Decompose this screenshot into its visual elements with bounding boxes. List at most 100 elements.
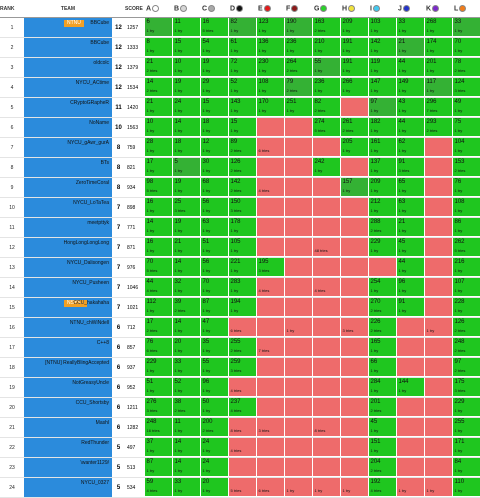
problem-cell[interactable] (340, 158, 368, 178)
problem-cell[interactable] (312, 398, 340, 418)
rank-header[interactable]: RANK (0, 0, 24, 18)
team-name[interactable]: BBCube (90, 20, 109, 26)
team-cell[interactable]: NoName (24, 118, 112, 138)
team-name[interactable]: NYCU_0327 (81, 480, 109, 486)
team-name[interactable]: CCU_Shortsby (76, 400, 109, 406)
problem-cell[interactable] (340, 418, 368, 438)
problem-c-header[interactable]: C (200, 0, 228, 18)
problem-cell[interactable] (312, 438, 340, 458)
team-name[interactable]: BTs (101, 160, 109, 166)
problem-cell[interactable] (256, 398, 284, 418)
problem-cell[interactable]: 6 tries (256, 478, 284, 498)
problem-b-header[interactable]: B (172, 0, 200, 18)
problem-cell[interactable]: 4 tries (312, 278, 340, 298)
team-cell[interactable]: CRyptoGRapheR (24, 98, 112, 118)
problem-j-header[interactable]: J (396, 0, 424, 18)
problem-cell[interactable]: 3 tries (256, 418, 284, 438)
problem-cell[interactable] (396, 318, 424, 338)
problem-cell[interactable] (340, 198, 368, 218)
problem-cell[interactable]: 8 tries (312, 418, 340, 438)
problem-cell[interactable] (312, 298, 340, 318)
team-name[interactable]: \wanter1129/ (80, 460, 109, 466)
problem-cell[interactable] (312, 138, 340, 158)
team-header[interactable]: TEAM (24, 0, 112, 18)
team-name[interactable]: CCU_hakahaha (73, 300, 109, 306)
problem-cell[interactable] (424, 438, 452, 458)
problem-cell[interactable] (424, 358, 452, 378)
team-name[interactable]: meetpttyk (87, 220, 109, 226)
problem-cell[interactable] (256, 218, 284, 238)
problem-cell[interactable] (284, 398, 312, 418)
problem-cell[interactable] (340, 98, 368, 118)
team-name[interactable]: RedThunder (81, 440, 109, 446)
problem-cell[interactable]: 48 tries (312, 238, 340, 258)
problem-cell[interactable]: 1 try (396, 478, 424, 498)
problem-f-header[interactable]: F (284, 0, 312, 18)
problem-cell[interactable] (424, 178, 452, 198)
problem-cell[interactable] (256, 238, 284, 258)
team-cell[interactable]: [NTNU] ReallyBlingAccepted (24, 358, 112, 378)
